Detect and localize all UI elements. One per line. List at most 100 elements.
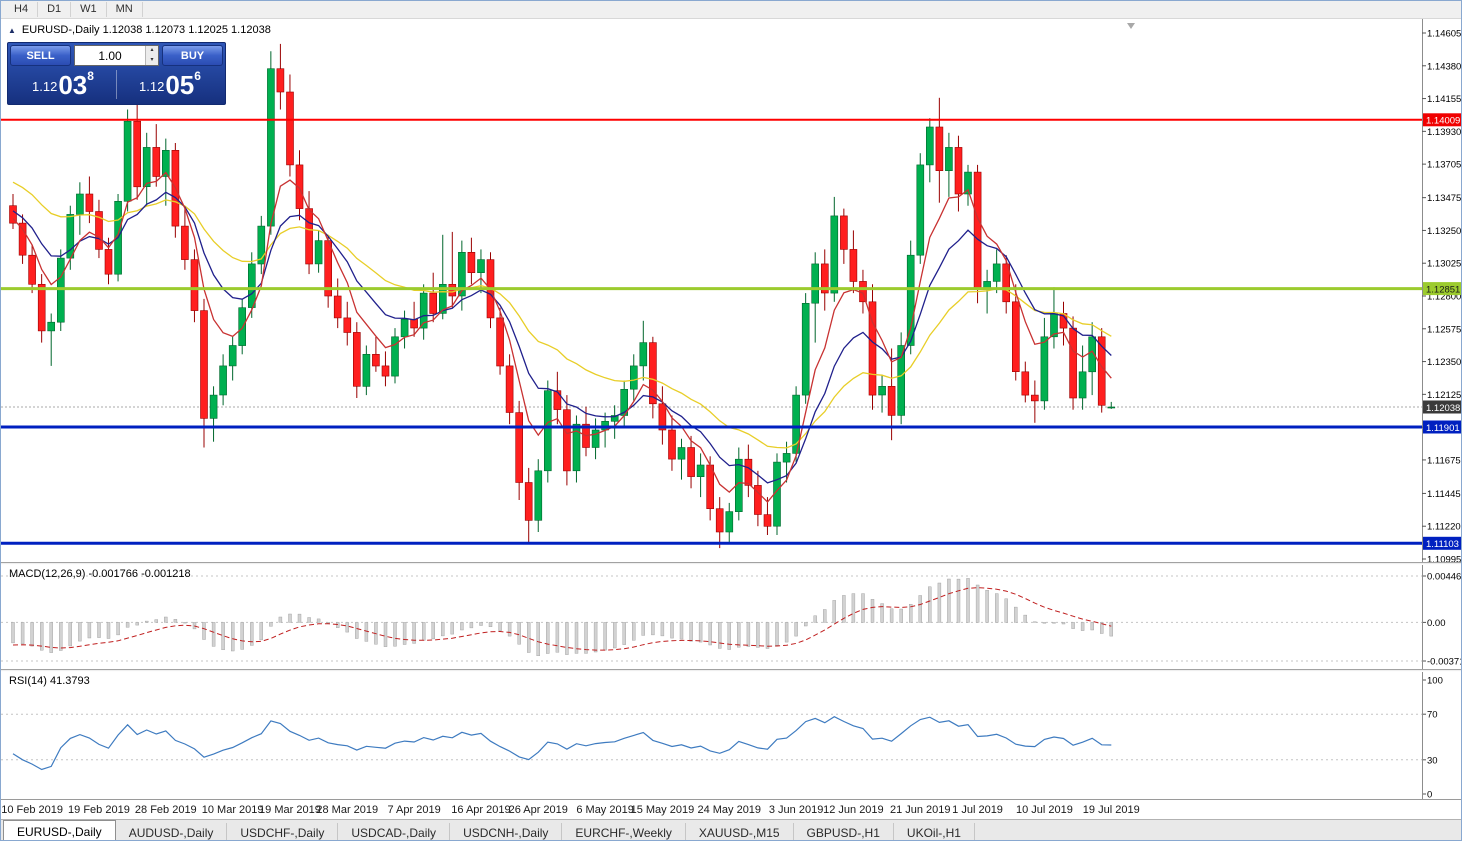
candle [935,97,944,203]
volume-stepper: ▴ ▾ [145,46,158,65]
timeframe-button-h4[interactable]: H4 [5,2,39,17]
candle [1031,380,1039,423]
price-tick-label: 1.12800 [1427,292,1461,303]
candle [1107,401,1116,409]
sell-price-big: 03 [58,70,88,100]
chart-tab-usdcnh[interactable]: USDCNH-,Daily [450,823,563,840]
candle [925,118,934,183]
candle [668,415,676,471]
candle [458,240,466,311]
chart-title-row: ▲ EURUSD-,Daily 1.12038 1.12073 1.12025 … [8,24,271,36]
candle [840,208,848,264]
candle [56,249,65,331]
candle [85,176,94,224]
volume-input[interactable] [75,46,145,65]
candle [419,284,428,340]
candle [792,386,800,463]
date-label: 19 Mar 2019 [259,804,321,816]
chart-tab-eurusd[interactable]: EURUSD-,Daily [3,820,116,840]
date-label: 15 May 2019 [630,804,695,816]
collapse-trade-panel-icon[interactable]: ▲ [8,25,16,35]
candle [677,438,686,480]
chart-title: EURUSD-,Daily 1.12038 1.12073 1.12025 1.… [21,24,271,36]
candle [276,43,285,110]
candle [343,301,352,346]
buy-price-sup: 6 [194,69,201,83]
date-axis[interactable]: 10 Feb 2019 19 Feb 2019 28 Feb 2019 10 Mar … [1,799,1461,819]
macd-indicator-label: MACD(12,26,9) -0.001766 -0.001218 [9,568,191,580]
timeframe-toolbar: H4 D1 W1 MN [1,1,1461,19]
candle [687,435,695,489]
chart-shift-marker[interactable] [1127,23,1135,29]
candle [620,380,629,428]
chart-tab-audusd[interactable]: AUDUSD-,Daily [116,823,228,840]
svg-text:1.12851: 1.12851 [1426,284,1460,295]
candle [314,230,323,273]
chart-tabbar: EURUSD-,Daily AUDUSD-,Daily USDCHF-,Daily U… [1,819,1461,840]
candle [28,245,36,294]
candle [868,284,877,410]
candle [286,74,294,177]
candle [629,354,638,401]
candle [1011,284,1020,381]
price-tick-label: 1.14155 [1427,94,1461,105]
candle [238,298,246,355]
chart-tab-usdcad[interactable]: USDCAD-,Daily [338,823,451,840]
sell-price-button[interactable]: 1.12 03 8 [10,67,116,102]
candle [219,354,227,406]
chart-tab-ukoil[interactable]: UKOil-,H1 [894,823,975,840]
chart-tab-gbpusd[interactable]: GBPUSD-,H1 [794,823,894,840]
timeframe-button-d1[interactable]: D1 [38,2,72,17]
rsi-panel[interactable]: 100 70 30 0 [1,672,1462,799]
candle [228,336,237,381]
candle [181,208,189,270]
date-label: 10 Jul 2019 [1015,804,1073,816]
timeframe-button-mn[interactable]: MN [107,2,143,17]
main-chart[interactable]: 1.14605 1.14380 1.14155 1.13930 1.13705 1.134… [1,19,1462,562]
candle [18,214,27,264]
candle [47,313,56,366]
price-tick-label: 1.12575 [1427,324,1461,335]
candle [505,354,514,425]
price-tick-label: 1.12350 [1427,357,1461,368]
candle [954,135,963,212]
candle [152,124,161,187]
candle [352,322,361,398]
date-label: 28 Feb 2019 [134,804,197,816]
panel-separator-rsi[interactable] [1,669,1461,672]
candle [142,132,151,206]
sell-button[interactable]: SELL [10,45,71,66]
one-click-trading-panel: SELL ▴ ▾ BUY 1.12 03 8 1.12 05 6 [7,42,226,105]
trade-panel-prices-row: 1.12 03 8 1.12 05 6 [10,67,223,102]
price-tick-label: 1.11220 [1427,522,1461,533]
date-label: 7 Apr 2019 [387,804,441,816]
buy-price-button[interactable]: 1.12 05 6 [117,67,223,102]
trade-panel-buttons-row: SELL ▴ ▾ BUY [10,45,223,67]
candle [1040,317,1049,410]
date-label: 10 Mar 2019 [201,804,264,816]
candle [696,453,705,498]
candle [849,230,858,294]
volume-up-icon[interactable]: ▴ [146,46,158,56]
candle [362,345,371,396]
date-label: 10 Feb 2019 [1,804,63,816]
price-axis[interactable]: 1.14605 1.14380 1.14155 1.13930 1.13705 1.134… [1422,19,1461,562]
panel-separator-macd[interactable] [1,562,1461,565]
macd-panel[interactable]: 0.004465 0.00 -0.003715 [1,565,1462,669]
candle [820,249,829,311]
chart-tab-eurchf[interactable]: EURCHF-,Weekly [562,823,686,840]
volume-down-icon[interactable]: ▾ [146,55,158,65]
chart-tab-xauusd[interactable]: XAUUSD-,M15 [686,823,794,840]
price-tick-label: 1.13250 [1427,226,1461,237]
buy-button[interactable]: BUY [162,45,223,66]
chart-tab-usdchf[interactable]: USDCHF-,Daily [227,823,339,840]
candle [563,395,571,486]
candle [897,332,906,425]
price-badge: 1.11103 [1423,536,1461,550]
date-label: 24 May 2019 [697,804,762,816]
candles [9,43,1116,549]
candle [76,182,84,235]
timeframe-button-w1[interactable]: W1 [71,2,107,17]
price-tick-label: 1.13705 [1427,160,1461,171]
